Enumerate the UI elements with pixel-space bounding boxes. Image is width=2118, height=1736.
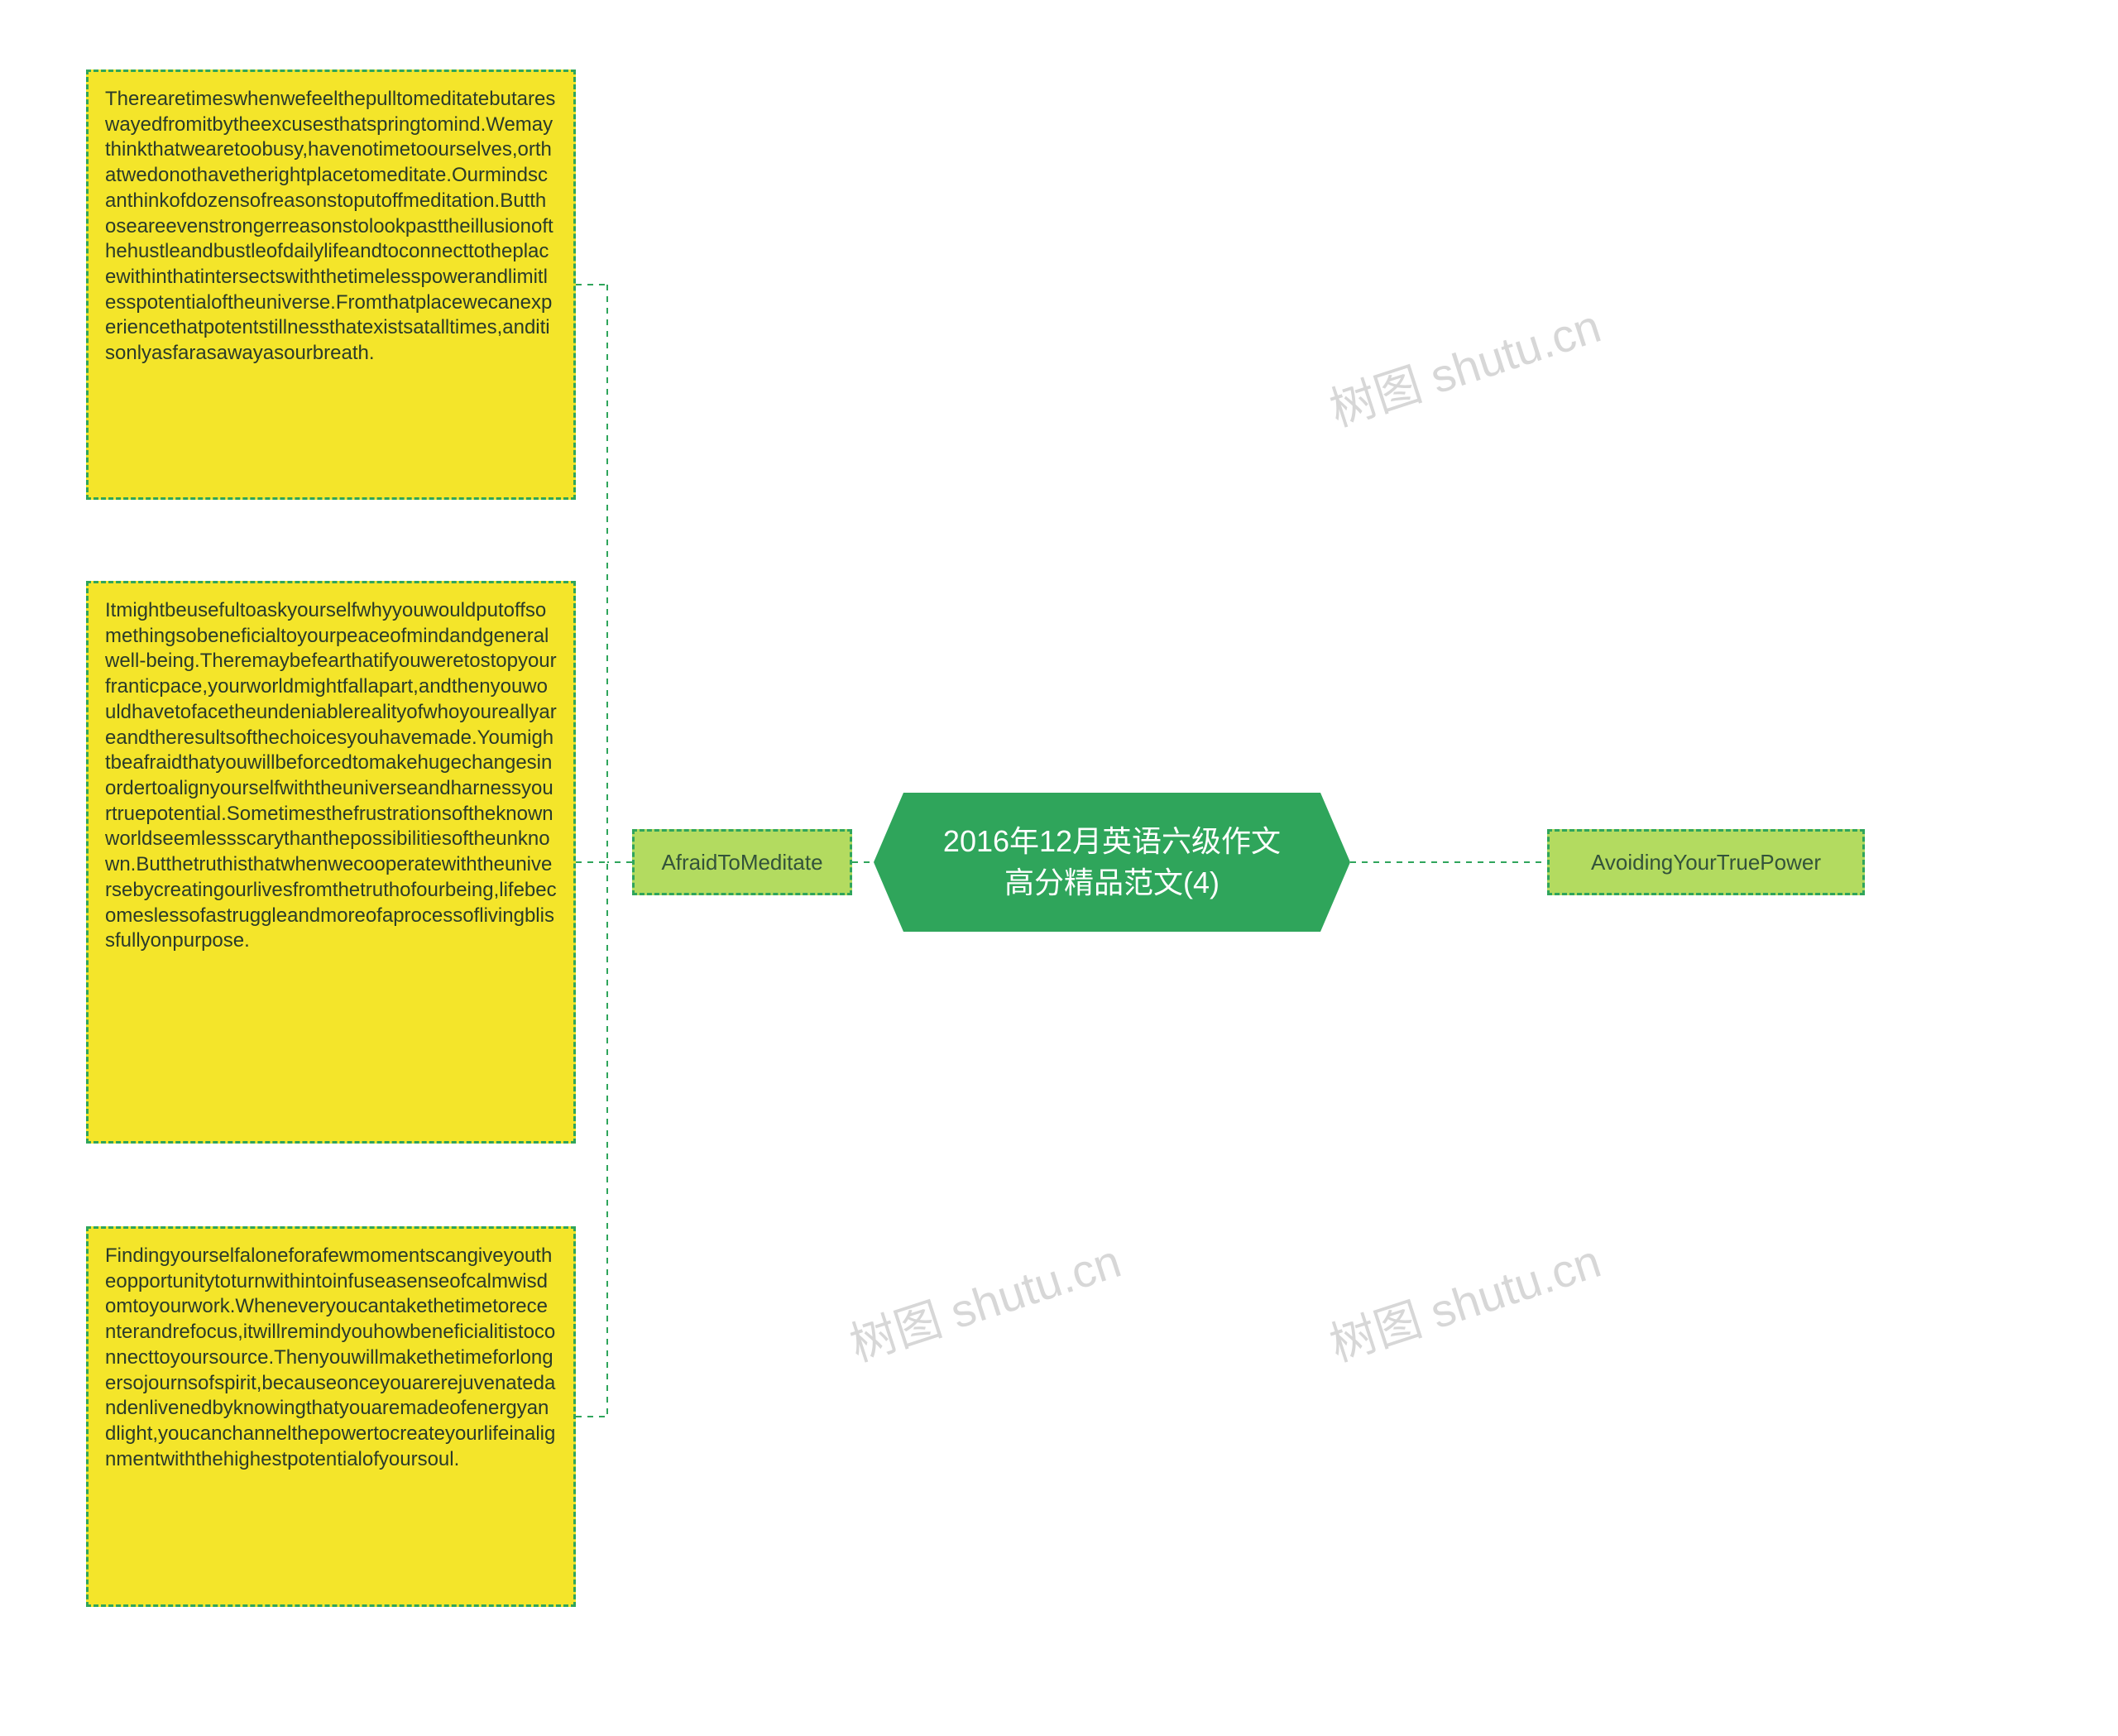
leaf-text-0: Therearetimeswhenwefeelthepulltomeditate… bbox=[105, 88, 555, 364]
leaf-node-2[interactable]: Findingyourselfaloneforafewmomentscangiv… bbox=[86, 1226, 576, 1607]
watermark: 树图 shutu.cn bbox=[841, 1225, 1128, 1375]
leaf-text-2: Findingyourselfaloneforafewmomentscangiv… bbox=[105, 1244, 555, 1470]
branch-left-label: AfraidToMeditate bbox=[661, 850, 822, 875]
branch-left[interactable]: AfraidToMeditate bbox=[632, 829, 852, 895]
root-node[interactable]: 2016年12月英语六级作文 高分精品范文(4) bbox=[874, 793, 1350, 932]
watermark: 树图 shutu.cn bbox=[1320, 290, 1608, 440]
mindmap-canvas: 树图 shutu.cn树图 shutu.cn树图 shutu.cn树图 shut… bbox=[0, 0, 2118, 1736]
leaf-text-1: Itmightbeusefultoaskyourselfwhyyouwouldp… bbox=[105, 599, 557, 952]
leaf-node-0[interactable]: Therearetimeswhenwefeelthepulltomeditate… bbox=[86, 70, 576, 500]
root-text: 2016年12月英语六级作文 高分精品范文(4) bbox=[910, 821, 1314, 904]
watermark: 树图 shutu.cn bbox=[1320, 1225, 1608, 1375]
leaf-node-1[interactable]: Itmightbeusefultoaskyourselfwhyyouwouldp… bbox=[86, 581, 576, 1144]
root-line1: 2016年12月英语六级作文 bbox=[943, 821, 1281, 862]
branch-right-label: AvoidingYourTruePower bbox=[1591, 850, 1821, 875]
branch-right[interactable]: AvoidingYourTruePower bbox=[1547, 829, 1865, 895]
root-line2: 高分精品范文(4) bbox=[943, 862, 1281, 904]
